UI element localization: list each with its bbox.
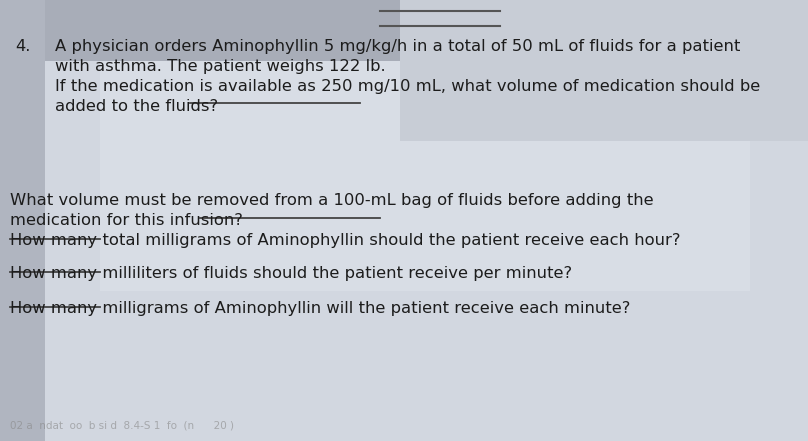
Text: If the medication is available as 250 mg/10 mL, what volume of medication should: If the medication is available as 250 mg… [55,79,760,94]
Bar [45,61,808,441]
Text: added to the fluids?: added to the fluids? [55,99,218,114]
Text: A physician orders Aminophyllin 5 mg/kg/h in a total of 50 mL of fluids for a pa: A physician orders Aminophyllin 5 mg/kg/… [55,39,740,54]
Text: How many milliliters of fluids should the patient receive per minute?: How many milliliters of fluids should th… [10,266,572,281]
Bar [100,61,750,291]
Text: medication for this infusion?: medication for this infusion? [10,213,243,228]
Text: 02 a  ndat  oo  b si d  8.4-S 1  fo  (n      20 ): 02 a ndat oo b si d 8.4-S 1 fo (n 20 ) [10,421,234,431]
Text: How many total milligrams of Aminophyllin should the patient receive each hour?: How many total milligrams of Aminophylli… [10,233,680,248]
Bar [0,0,808,91]
Bar [400,0,808,141]
Text: How many milligrams of Aminophyllin will the patient receive each minute?: How many milligrams of Aminophyllin will… [10,301,630,316]
Bar [0,0,45,441]
Text: 4.: 4. [15,39,31,54]
Text: with asthma. The patient weighs 122 lb.: with asthma. The patient weighs 122 lb. [55,59,385,74]
Text: What volume must be removed from a 100-mL bag of fluids before adding the: What volume must be removed from a 100-m… [10,193,654,208]
